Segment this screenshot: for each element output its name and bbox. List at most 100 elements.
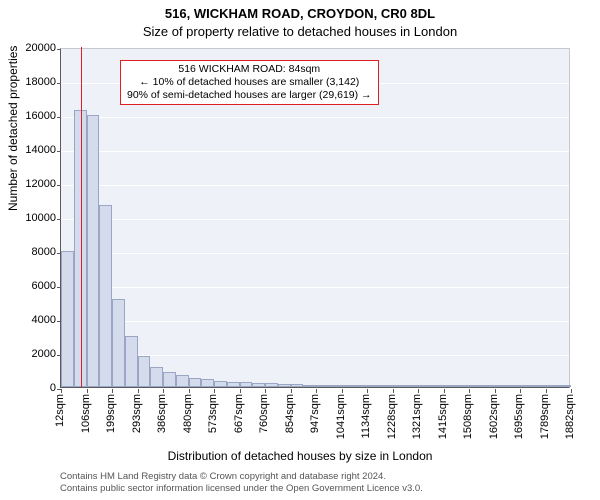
y-tick-label: 18000 bbox=[8, 76, 56, 88]
x-tick-label: 199sqm bbox=[105, 394, 117, 433]
x-tick-label: 1882sqm bbox=[564, 394, 576, 439]
gridline-h bbox=[61, 219, 569, 220]
figure: 516, WICKHAM ROAD, CROYDON, CR0 8DL Size… bbox=[0, 0, 600, 500]
x-tick-label: 1041sqm bbox=[335, 394, 347, 439]
x-axis-label: Distribution of detached houses by size … bbox=[0, 449, 600, 463]
histogram-bar bbox=[495, 385, 508, 387]
histogram-bar bbox=[405, 385, 418, 387]
histogram-bar bbox=[214, 381, 227, 387]
chart-title-line2: Size of property relative to detached ho… bbox=[0, 24, 600, 39]
footer-line2: Contains public sector information licen… bbox=[60, 483, 423, 495]
y-tick-mark bbox=[57, 185, 61, 186]
x-tick-mark bbox=[189, 389, 190, 393]
histogram-bar bbox=[99, 205, 112, 387]
x-tick-mark bbox=[546, 389, 547, 393]
histogram-bar bbox=[227, 382, 240, 387]
x-tick-label: 573sqm bbox=[207, 394, 219, 433]
x-tick-mark bbox=[87, 389, 88, 393]
gridline-h bbox=[61, 321, 569, 322]
gridline-h bbox=[61, 185, 569, 186]
histogram-bar bbox=[125, 336, 138, 387]
histogram-bar bbox=[546, 385, 559, 387]
histogram-bar bbox=[520, 385, 533, 387]
y-tick-label: 6000 bbox=[8, 280, 56, 292]
y-tick-label: 20000 bbox=[8, 42, 56, 54]
x-tick-mark bbox=[240, 389, 241, 393]
x-tick-label: 106sqm bbox=[80, 394, 92, 433]
x-tick-label: 667sqm bbox=[233, 394, 245, 433]
x-tick-mark bbox=[112, 389, 113, 393]
x-tick-label: 1695sqm bbox=[513, 394, 525, 439]
x-tick-label: 854sqm bbox=[284, 394, 296, 433]
gridline-h bbox=[61, 151, 569, 152]
histogram-bar bbox=[558, 385, 571, 387]
histogram-bar bbox=[469, 385, 482, 387]
x-tick-mark bbox=[393, 389, 394, 393]
y-tick-label: 4000 bbox=[8, 314, 56, 326]
x-tick-label: 1134sqm bbox=[360, 394, 372, 438]
y-tick-mark bbox=[57, 117, 61, 118]
y-tick-label: 10000 bbox=[8, 212, 56, 224]
x-tick-mark bbox=[316, 389, 317, 393]
histogram-bar bbox=[431, 385, 444, 387]
histogram-bar bbox=[189, 378, 202, 387]
histogram-bar bbox=[201, 379, 214, 387]
x-tick-label: 1321sqm bbox=[411, 394, 423, 439]
histogram-bar bbox=[303, 385, 316, 387]
x-tick-label: 760sqm bbox=[258, 394, 270, 433]
callout-line1: 516 WICKHAM ROAD: 84sqm bbox=[127, 63, 372, 76]
gridline-h bbox=[61, 287, 569, 288]
x-tick-mark bbox=[138, 389, 139, 393]
histogram-bar bbox=[354, 385, 367, 387]
histogram-bar bbox=[316, 385, 329, 387]
y-tick-label: 2000 bbox=[8, 348, 56, 360]
histogram-bar bbox=[393, 385, 406, 387]
y-tick-mark bbox=[57, 219, 61, 220]
x-tick-mark bbox=[520, 389, 521, 393]
histogram-bar bbox=[291, 384, 304, 387]
x-tick-mark bbox=[418, 389, 419, 393]
footer-attribution: Contains HM Land Registry data © Crown c… bbox=[60, 471, 423, 495]
property-marker-line bbox=[81, 47, 82, 387]
x-tick-label: 947sqm bbox=[309, 394, 321, 433]
x-tick-mark bbox=[265, 389, 266, 393]
histogram-bar bbox=[265, 383, 278, 387]
footer-line1: Contains HM Land Registry data © Crown c… bbox=[60, 471, 423, 483]
y-tick-label: 0 bbox=[8, 382, 56, 394]
x-tick-mark bbox=[163, 389, 164, 393]
x-tick-mark bbox=[469, 389, 470, 393]
x-tick-label: 1508sqm bbox=[462, 394, 474, 439]
y-tick-label: 8000 bbox=[8, 246, 56, 258]
x-tick-label: 386sqm bbox=[156, 394, 168, 433]
histogram-bar bbox=[87, 115, 100, 387]
x-tick-mark bbox=[367, 389, 368, 393]
y-tick-label: 16000 bbox=[8, 110, 56, 122]
histogram-bar bbox=[342, 385, 355, 387]
callout-line2: ← 10% of detached houses are smaller (3,… bbox=[127, 76, 372, 89]
x-tick-mark bbox=[291, 389, 292, 393]
x-tick-mark bbox=[571, 389, 572, 393]
x-tick-mark bbox=[61, 389, 62, 393]
y-tick-mark bbox=[57, 83, 61, 84]
x-tick-mark bbox=[214, 389, 215, 393]
histogram-bar bbox=[456, 385, 469, 387]
histogram-bar bbox=[112, 299, 125, 387]
y-tick-label: 12000 bbox=[8, 178, 56, 190]
histogram-bar bbox=[61, 251, 74, 387]
histogram-bar bbox=[176, 375, 189, 387]
histogram-bar bbox=[138, 356, 151, 387]
histogram-bar bbox=[252, 383, 265, 387]
x-tick-mark bbox=[495, 389, 496, 393]
y-tick-label: 14000 bbox=[8, 144, 56, 156]
histogram-bar bbox=[163, 372, 176, 387]
y-tick-mark bbox=[57, 49, 61, 50]
x-tick-label: 1789sqm bbox=[539, 394, 551, 439]
y-tick-mark bbox=[57, 151, 61, 152]
x-tick-label: 12sqm bbox=[54, 394, 66, 427]
callout-line3: 90% of semi-detached houses are larger (… bbox=[127, 89, 372, 102]
annotation-callout: 516 WICKHAM ROAD: 84sqm ← 10% of detache… bbox=[120, 60, 379, 105]
histogram-bar bbox=[507, 385, 520, 387]
gridline-h bbox=[61, 117, 569, 118]
x-tick-label: 293sqm bbox=[131, 394, 143, 433]
x-tick-label: 1415sqm bbox=[437, 394, 449, 439]
